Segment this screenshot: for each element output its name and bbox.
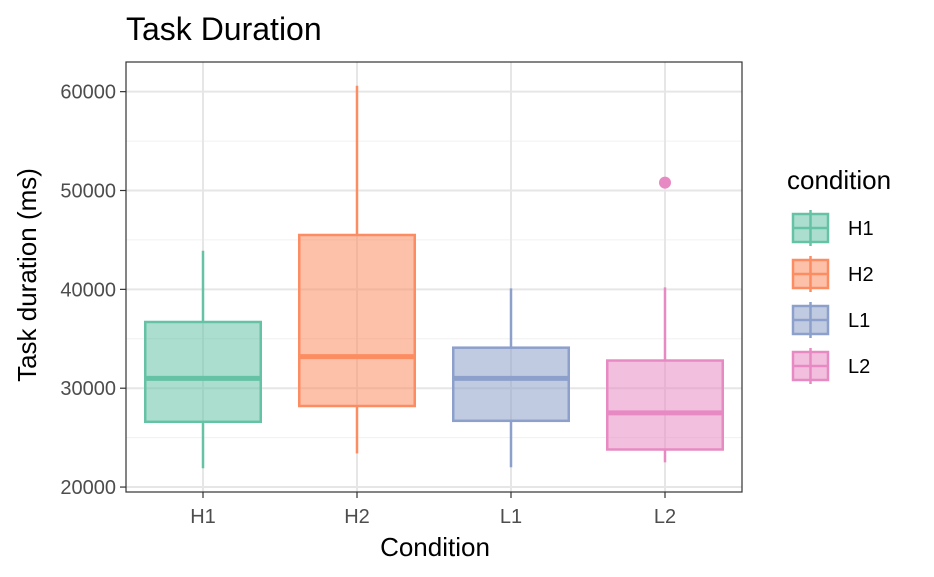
outlier-point — [659, 176, 671, 189]
box-body — [144, 320, 262, 424]
box-L1 — [452, 288, 570, 468]
legend-label: H1 — [848, 218, 874, 240]
legend-item-L2: L2 — [791, 348, 870, 384]
box-body — [452, 346, 570, 423]
box-L2 — [606, 176, 724, 463]
legend: condition H1 H2 L1 L2 — [787, 165, 891, 384]
box-body — [606, 359, 724, 451]
legend-item-H1: H1 — [791, 210, 874, 246]
x-tick-label: H2 — [344, 506, 370, 528]
box-body — [298, 233, 416, 408]
y-tick-label: 30000 — [60, 378, 116, 400]
legend-item-H2: H2 — [791, 256, 874, 292]
box-H2 — [298, 85, 416, 454]
legend-item-L1: L1 — [791, 302, 870, 338]
y-tick-label: 40000 — [60, 279, 116, 301]
legend-label: L2 — [848, 356, 870, 378]
x-tick-label: H1 — [190, 506, 216, 528]
x-tick-label: L1 — [500, 506, 522, 528]
boxes — [144, 85, 724, 469]
legend-title: condition — [787, 165, 891, 195]
x-tick-label: L2 — [654, 506, 676, 528]
axes: 20000 30000 40000 50000 60000 H1 H2 L1 L2 — [60, 82, 676, 528]
plot-panel-border — [125, 61, 743, 493]
box-H1 — [144, 250, 262, 469]
legend-label: H2 — [848, 264, 874, 286]
y-axis-title: Task duration (ms) — [12, 168, 42, 382]
x-axis-title: Condition — [380, 532, 490, 562]
y-tick-label: 50000 — [60, 181, 116, 203]
y-tick-label: 20000 — [60, 477, 116, 499]
legend-label: L1 — [848, 310, 870, 332]
chart-title: Task Duration — [126, 11, 322, 47]
y-tick-label: 60000 — [60, 82, 116, 104]
